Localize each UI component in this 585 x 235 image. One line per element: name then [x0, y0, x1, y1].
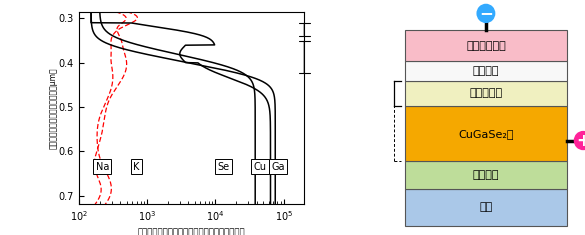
Text: Se: Se — [217, 162, 229, 172]
Text: K: K — [133, 162, 140, 172]
Text: 高抵抗層: 高抵抗層 — [473, 66, 499, 76]
X-axis label: 二次イオン強度（元素の存在度）（任意単位）: 二次イオン強度（元素の存在度）（任意単位） — [138, 229, 245, 235]
Text: 透明導電膜層: 透明導電膜層 — [466, 40, 506, 51]
Bar — [405, 30, 567, 61]
Text: Na: Na — [96, 162, 109, 172]
Y-axis label: 透明導電膜層表面からの距離（μm）: 透明導電膜層表面からの距離（μm） — [49, 67, 57, 149]
Text: Ga: Ga — [271, 162, 284, 172]
Text: CuGaSe₂層: CuGaSe₂層 — [0, 234, 1, 235]
Text: 基板: 基板 — [479, 202, 493, 212]
Bar — [405, 106, 567, 161]
Bar — [405, 81, 567, 106]
Circle shape — [574, 131, 585, 150]
Text: バッファ層: バッファ層 — [469, 88, 503, 98]
Bar — [405, 61, 567, 81]
Bar — [405, 189, 567, 226]
Text: バッファ層: バッファ層 — [0, 234, 1, 235]
Text: Cu: Cu — [253, 162, 267, 172]
Text: −: − — [479, 4, 493, 22]
Bar — [405, 161, 567, 189]
Text: 裏面電極: 裏面電極 — [473, 170, 499, 180]
Text: CuGaSe₂層: CuGaSe₂層 — [458, 129, 514, 139]
Text: 銅欠乏異相層: 銅欠乏異相層 — [0, 234, 1, 235]
Circle shape — [476, 4, 495, 23]
Text: +: + — [576, 132, 585, 149]
